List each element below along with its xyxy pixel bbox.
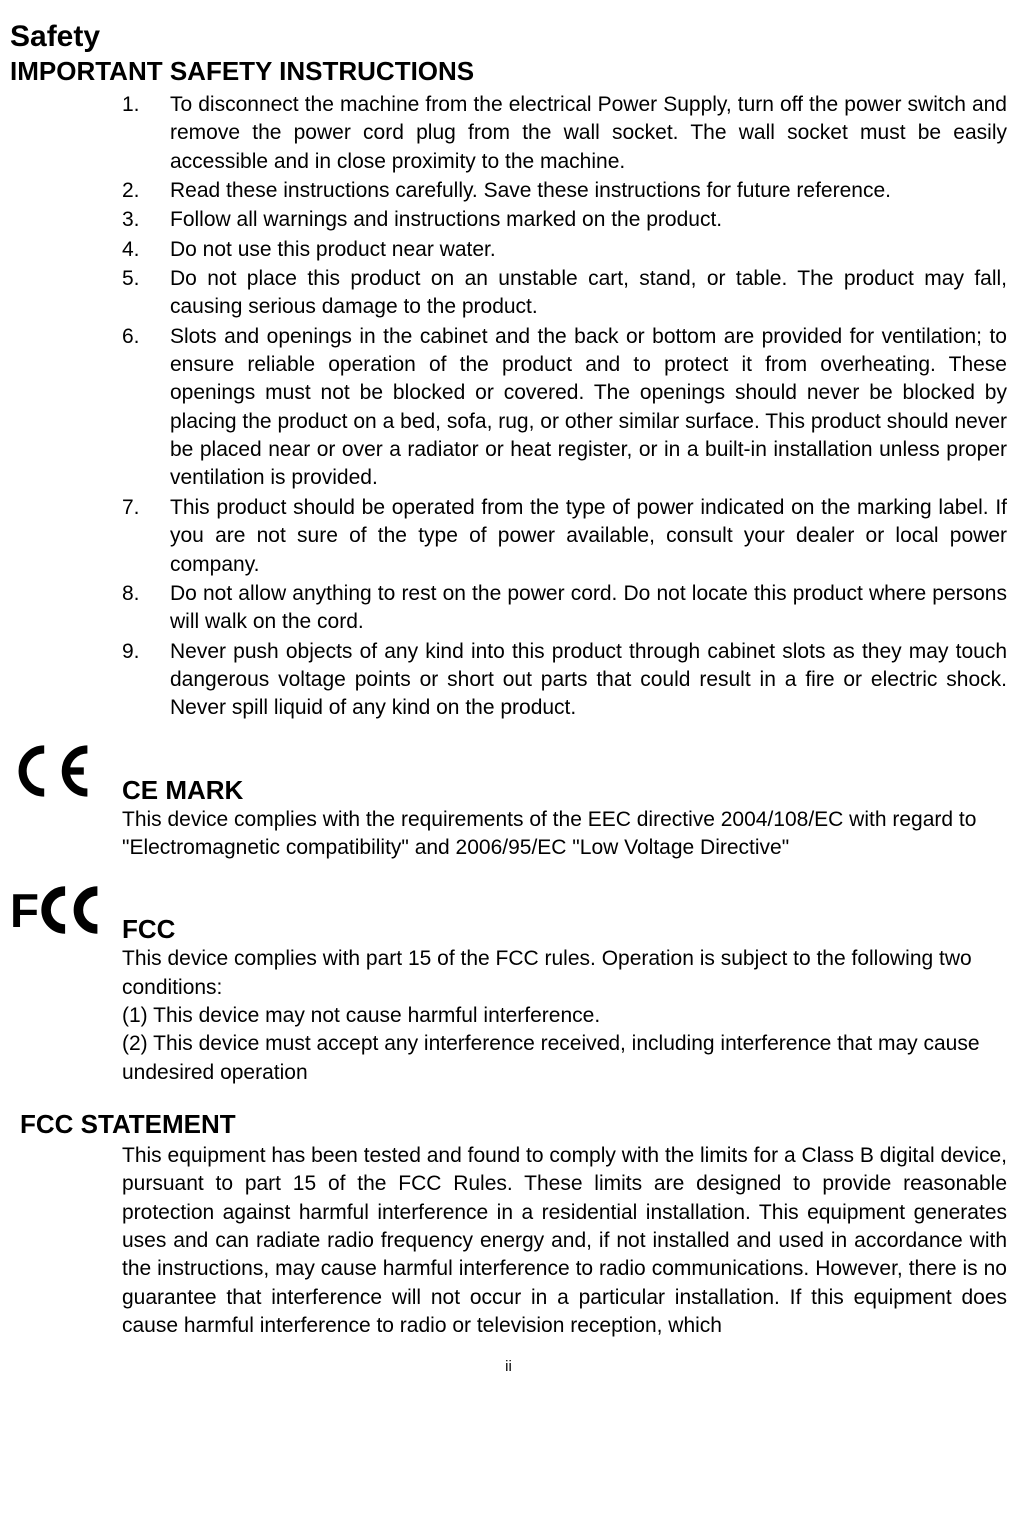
item-text: Never push objects of any kind into this…	[170, 640, 1007, 720]
list-item: 6. Slots and openings in the cabinet and …	[122, 323, 1007, 493]
fcc-heading: FCC	[122, 914, 175, 945]
item-text: To disconnect the machine from the elect…	[170, 93, 1007, 173]
fcc-statement-heading: FCC STATEMENT	[10, 1109, 1007, 1140]
item-number: 8.	[122, 580, 162, 608]
item-number: 3.	[122, 206, 162, 234]
list-item: 8. Do not allow anything to rest on the p…	[122, 580, 1007, 637]
item-number: 5.	[122, 265, 162, 293]
list-item: 2. Read these instructions carefully. Sav…	[122, 177, 1007, 205]
item-text: Read these instructions carefully. Save …	[170, 179, 891, 202]
ce-mark-heading: CE MARK	[122, 775, 243, 806]
item-number: 4.	[122, 236, 162, 264]
list-item: 3. Follow all warnings and instructions m…	[122, 206, 1007, 234]
list-item: 1. To disconnect the machine from the ele…	[122, 91, 1007, 176]
safety-title: Safety	[10, 20, 1007, 54]
ce-mark-icon	[10, 741, 122, 806]
item-text: Slots and openings in the cabinet and th…	[170, 325, 1007, 490]
list-item: 4. Do not use this product near water.	[122, 236, 1007, 264]
fcc-intro: This device complies with part 15 of the…	[10, 945, 1007, 1002]
fcc-condition-2: (2) This device must accept any interfer…	[10, 1030, 1007, 1087]
list-item: 7. This product should be operated from t…	[122, 494, 1007, 579]
svg-text:F: F	[10, 885, 39, 938]
item-text: Follow all warnings and instructions mar…	[170, 208, 722, 231]
item-text: Do not place this product on an unstable…	[170, 267, 1007, 318]
fcc-condition-1: (1) This device may not cause harmful in…	[10, 1002, 1007, 1030]
item-number: 7.	[122, 494, 162, 522]
fcc-section: F FCC	[10, 880, 1007, 945]
fcc-statement-text: This equipment has been tested and found…	[10, 1142, 1007, 1340]
item-number: 6.	[122, 323, 162, 351]
safety-heading: IMPORTANT SAFETY INSTRUCTIONS	[10, 56, 1007, 87]
item-text: Do not use this product near water.	[170, 238, 496, 261]
item-number: 2.	[122, 177, 162, 205]
list-item: 5. Do not place this product on an unstab…	[122, 265, 1007, 322]
item-text: This product should be operated from the…	[170, 496, 1007, 576]
ce-mark-text: This device complies with the requiremen…	[10, 806, 1007, 863]
item-number: 1.	[122, 91, 162, 119]
item-number: 9.	[122, 638, 162, 666]
list-item: 9. Never push objects of any kind into th…	[122, 638, 1007, 723]
page-number: ii	[10, 1358, 1007, 1375]
ce-mark-section: CE MARK	[10, 741, 1007, 806]
fcc-icon: F	[10, 880, 122, 945]
safety-instructions-list: 1. To disconnect the machine from the ele…	[10, 91, 1007, 723]
item-text: Do not allow anything to rest on the pow…	[170, 582, 1007, 633]
